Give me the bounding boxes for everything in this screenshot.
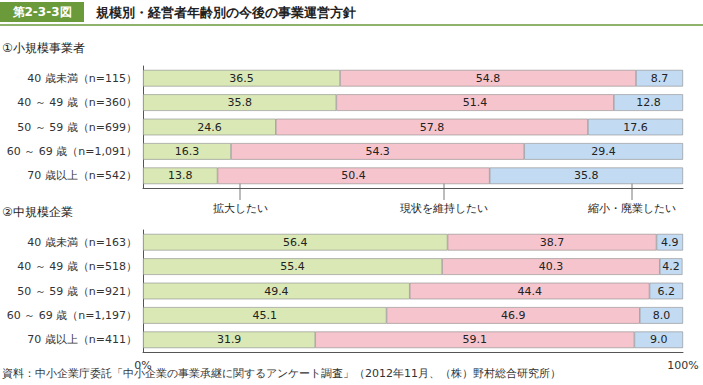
svg-text:17.6: 17.6 (623, 121, 648, 134)
svg-text:②中規模企業: ②中規模企業 (2, 205, 73, 219)
svg-text:35.8: 35.8 (227, 96, 252, 109)
svg-text:8.7: 8.7 (651, 72, 669, 85)
svg-text:13.8: 13.8 (168, 169, 193, 182)
svg-text:9.0: 9.0 (650, 333, 668, 346)
svg-text:16.3: 16.3 (175, 145, 200, 158)
svg-text:0%: 0% (134, 359, 151, 372)
svg-text:59.1: 59.1 (463, 333, 488, 346)
svg-text:資料：中小企業庁委託「中小企業の事業承継に関するアンケート調: 資料：中小企業庁委託「中小企業の事業承継に関するアンケート調査」（2012年11… (2, 367, 561, 380)
svg-text:31.9: 31.9 (217, 333, 242, 346)
svg-text:60 ～ 69 歳（n=1,197）: 60 ～ 69 歳（n=1,197） (7, 309, 137, 322)
svg-text:40.3: 40.3 (539, 260, 564, 273)
svg-text:12.8: 12.8 (636, 96, 661, 109)
svg-text:49.4: 49.4 (264, 285, 289, 298)
svg-text:①小規模事業者: ①小規模事業者 (2, 41, 85, 55)
svg-text:100%: 100% (667, 359, 698, 372)
svg-text:57.8: 57.8 (420, 121, 445, 134)
svg-text:38.7: 38.7 (540, 236, 565, 249)
svg-text:40 ～ 49 歳（n=360）: 40 ～ 49 歳（n=360） (17, 96, 137, 109)
svg-text:8.0: 8.0 (653, 309, 671, 322)
svg-text:40 歳未満（n=163）: 40 歳未満（n=163） (27, 236, 137, 249)
svg-text:50 ～ 59 歳（n=699）: 50 ～ 59 歳（n=699） (17, 121, 137, 134)
svg-text:規模別・経営者年齢別の今後の事業運営方針: 規模別・経営者年齢別の今後の事業運営方針 (95, 5, 356, 20)
svg-text:29.4: 29.4 (591, 145, 616, 158)
svg-text:51.4: 51.4 (463, 96, 488, 109)
svg-text:45.1: 45.1 (253, 309, 278, 322)
svg-text:50 ～ 59 歳（n=921）: 50 ～ 59 歳（n=921） (17, 285, 137, 298)
svg-text:4.2: 4.2 (662, 260, 680, 273)
svg-text:44.4: 44.4 (517, 285, 542, 298)
svg-text:4.9: 4.9 (661, 236, 679, 249)
svg-text:46.9: 46.9 (501, 309, 526, 322)
svg-text:35.8: 35.8 (574, 169, 599, 182)
svg-text:第2-3-3図: 第2-3-3図 (11, 5, 71, 19)
svg-text:50.4: 50.4 (341, 169, 366, 182)
svg-text:54.8: 54.8 (476, 72, 501, 85)
svg-text:拡大したい: 拡大したい (213, 202, 268, 215)
svg-text:70 歳以上（n=411）: 70 歳以上（n=411） (27, 333, 137, 346)
svg-text:70 歳以上（n=542）: 70 歳以上（n=542） (27, 169, 137, 182)
svg-text:24.6: 24.6 (197, 121, 222, 134)
svg-text:6.2: 6.2 (658, 285, 676, 298)
svg-text:56.4: 56.4 (283, 236, 308, 249)
svg-text:55.4: 55.4 (280, 260, 305, 273)
svg-text:54.3: 54.3 (365, 145, 390, 158)
svg-text:40 ～ 49 歳（n=518）: 40 ～ 49 歳（n=518） (17, 260, 137, 273)
svg-text:60 ～ 69 歳（n=1,091）: 60 ～ 69 歳（n=1,091） (7, 145, 137, 158)
svg-text:36.5: 36.5 (229, 72, 254, 85)
svg-text:縮小・廃業したい: 縮小・廃業したい (587, 202, 676, 215)
svg-text:40 歳未満（n=115）: 40 歳未満（n=115） (27, 72, 137, 85)
svg-text:現状を維持したい: 現状を維持したい (400, 202, 488, 215)
